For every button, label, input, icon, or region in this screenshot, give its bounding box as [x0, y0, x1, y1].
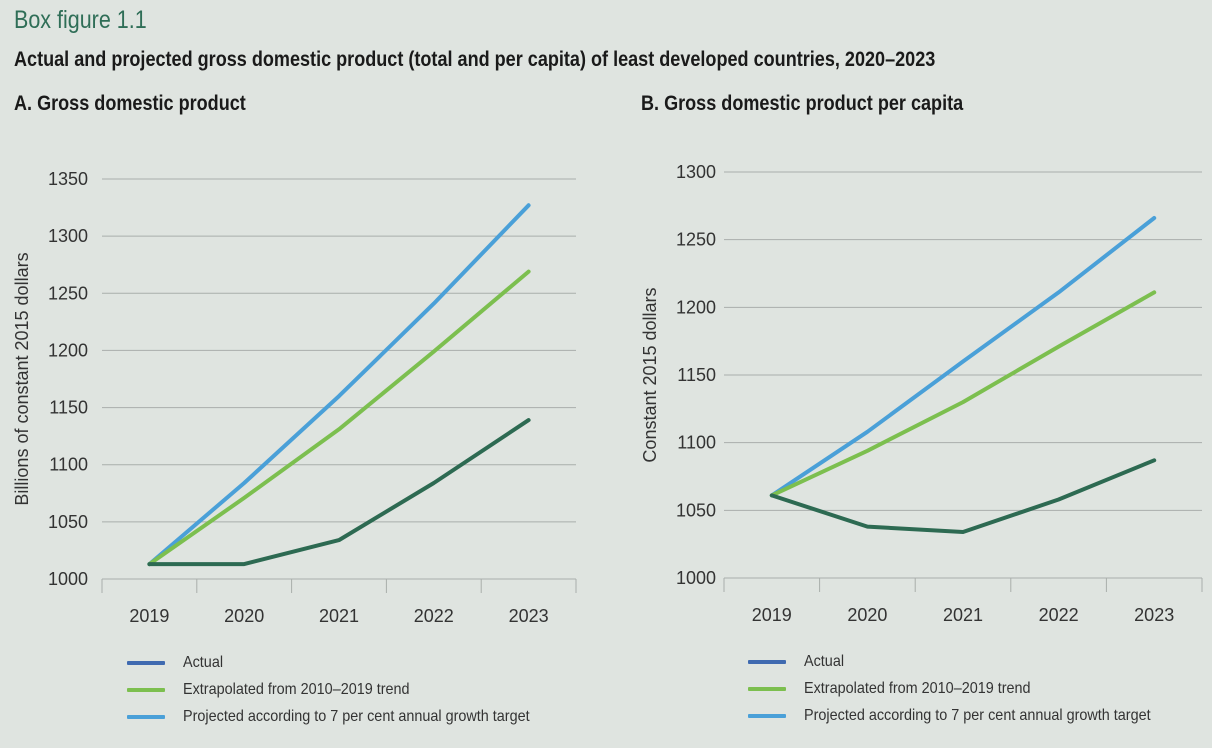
y-tick-label: 1200 [48, 340, 88, 360]
legend-label-projected: Projected according to 7 per cent annual… [183, 707, 530, 725]
x-tick-label: 2023 [1134, 605, 1174, 625]
y-axis-title: Billions of constant 2015 dollars [12, 252, 32, 505]
x-tick-label: 2020 [847, 605, 887, 625]
legend-swatch-projected [127, 714, 165, 719]
y-tick-label: 1150 [677, 365, 716, 385]
y-tick-label: 1000 [676, 568, 716, 588]
x-tick-label: 2021 [319, 606, 359, 626]
x-tick-label: 2021 [943, 605, 983, 625]
legend-item-projected: Projected according to 7 per cent annual… [127, 703, 568, 730]
y-tick-label: 1200 [676, 297, 716, 317]
legend-swatch-extrapolated [127, 687, 165, 692]
legend-item-actual: Actual [127, 649, 568, 676]
legend-swatch-actual [748, 659, 786, 664]
x-tick-label: 2020 [224, 606, 264, 626]
series-line-projected [769, 216, 1157, 498]
y-tick-label: 1250 [676, 230, 716, 250]
legend-swatch-projected [748, 713, 786, 718]
legend-swatch-extrapolated [748, 686, 786, 691]
series-line-extrapolated [769, 290, 1157, 498]
y-tick-label: 1250 [48, 283, 88, 303]
y-tick-label: 1000 [48, 569, 88, 589]
series-line-extrapolated [147, 269, 531, 567]
legend-item-projected: Projected according to 7 per cent annual… [748, 702, 1189, 729]
legend-label-actual: Actual [804, 652, 845, 670]
figure-title: Actual and projected gross domestic prod… [14, 48, 936, 71]
x-tick-label: 2019 [752, 605, 792, 625]
x-tick-label: 2023 [509, 606, 549, 626]
y-tick-label: 1350 [48, 169, 88, 189]
legend-item-extrapolated: Extrapolated from 2010–2019 trend [127, 676, 568, 703]
legend-a: Actual Extrapolated from 2010–2019 trend… [127, 649, 568, 730]
legend-label-actual: Actual [183, 653, 224, 671]
y-tick-label: 1150 [49, 398, 88, 418]
y-tick-label: 1100 [677, 433, 716, 453]
y-tick-label: 1050 [676, 500, 716, 520]
legend-b: Actual Extrapolated from 2010–2019 trend… [748, 648, 1189, 729]
panel-b-title: B. Gross domestic product per capita [641, 92, 964, 115]
series-line-actual [147, 418, 531, 567]
legend-item-actual: Actual [748, 648, 1189, 675]
panel-a-title: A. Gross domestic product [14, 92, 246, 115]
x-tick-label: 2022 [414, 606, 454, 626]
x-tick-label: 2022 [1039, 605, 1079, 625]
legend-item-extrapolated: Extrapolated from 2010–2019 trend [748, 675, 1189, 702]
figure-label: Box figure 1.1 [14, 6, 147, 34]
legend-label-projected: Projected according to 7 per cent annual… [804, 706, 1151, 724]
y-axis-title: Constant 2015 dollars [640, 287, 660, 462]
y-tick-label: 1300 [676, 162, 716, 182]
y-tick-label: 1100 [49, 455, 88, 475]
y-tick-label: 1300 [48, 226, 88, 246]
series-line-projected [147, 203, 531, 567]
series-line-actual [769, 458, 1157, 534]
legend-label-extrapolated: Extrapolated from 2010–2019 trend [183, 680, 410, 698]
legend-label-extrapolated: Extrapolated from 2010–2019 trend [804, 679, 1031, 697]
x-tick-label: 2019 [129, 606, 169, 626]
legend-swatch-actual [127, 660, 165, 665]
y-tick-label: 1050 [48, 512, 88, 532]
